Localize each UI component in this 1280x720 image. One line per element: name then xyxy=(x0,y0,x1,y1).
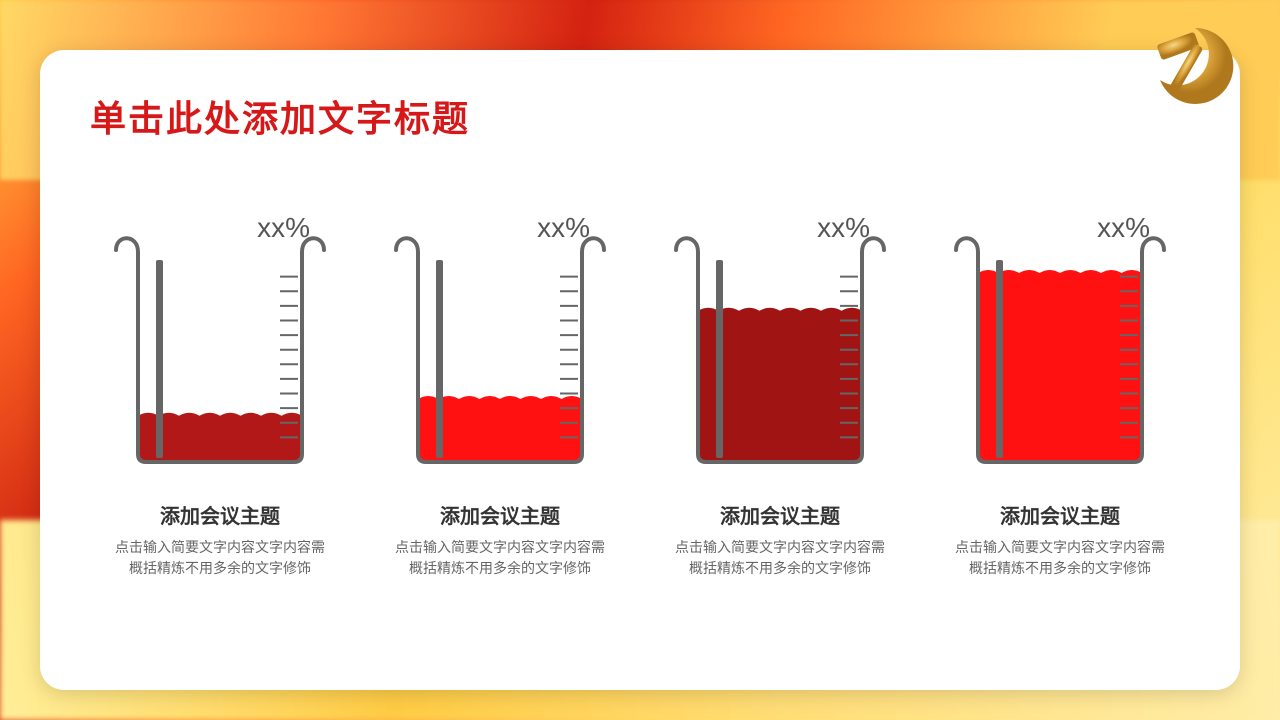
beaker-percent-label-3[interactable]: xx% xyxy=(1097,212,1150,244)
beaker-chart-row: xx% 添加会议主题 点击输入简要文字内容文字内容需概括精炼不用多余的文字修饰 … xyxy=(90,212,1190,579)
beaker-graphic-1: xx% xyxy=(390,212,610,472)
beaker-desc-0[interactable]: 点击输入简要文字内容文字内容需概括精炼不用多余的文字修饰 xyxy=(110,537,330,579)
slide-title[interactable]: 单击此处添加文字标题 xyxy=(90,90,1190,142)
beaker-graphic-3: xx% xyxy=(950,212,1170,472)
beaker-graphic-0: xx% xyxy=(110,212,330,472)
beaker-desc-1[interactable]: 点击输入简要文字内容文字内容需概括精炼不用多余的文字修饰 xyxy=(390,537,610,579)
beaker-title-3[interactable]: 添加会议主题 xyxy=(1000,500,1120,529)
beaker-desc-2[interactable]: 点击输入简要文字内容文字内容需概括精炼不用多余的文字修饰 xyxy=(670,537,890,579)
beaker-title-0[interactable]: 添加会议主题 xyxy=(160,500,280,529)
beaker-item-1: xx% 添加会议主题 点击输入简要文字内容文字内容需概括精炼不用多余的文字修饰 xyxy=(370,212,630,579)
beaker-graphic-2: xx% xyxy=(670,212,890,472)
beaker-item-0: xx% 添加会议主题 点击输入简要文字内容文字内容需概括精炼不用多余的文字修饰 xyxy=(90,212,350,579)
beaker-desc-3[interactable]: 点击输入简要文字内容文字内容需概括精炼不用多余的文字修饰 xyxy=(950,537,1170,579)
party-emblem-icon xyxy=(1140,10,1250,120)
beaker-title-1[interactable]: 添加会议主题 xyxy=(440,500,560,529)
beaker-percent-label-0[interactable]: xx% xyxy=(257,212,310,244)
beaker-percent-label-2[interactable]: xx% xyxy=(817,212,870,244)
beaker-item-3: xx% 添加会议主题 点击输入简要文字内容文字内容需概括精炼不用多余的文字修饰 xyxy=(930,212,1190,579)
content-card: 单击此处添加文字标题 xx% 添加会议主题 点击输入简要文字内容文字内容需概括精… xyxy=(40,50,1240,690)
beaker-item-2: xx% 添加会议主题 点击输入简要文字内容文字内容需概括精炼不用多余的文字修饰 xyxy=(650,212,910,579)
beaker-title-2[interactable]: 添加会议主题 xyxy=(720,500,840,529)
beaker-percent-label-1[interactable]: xx% xyxy=(537,212,590,244)
